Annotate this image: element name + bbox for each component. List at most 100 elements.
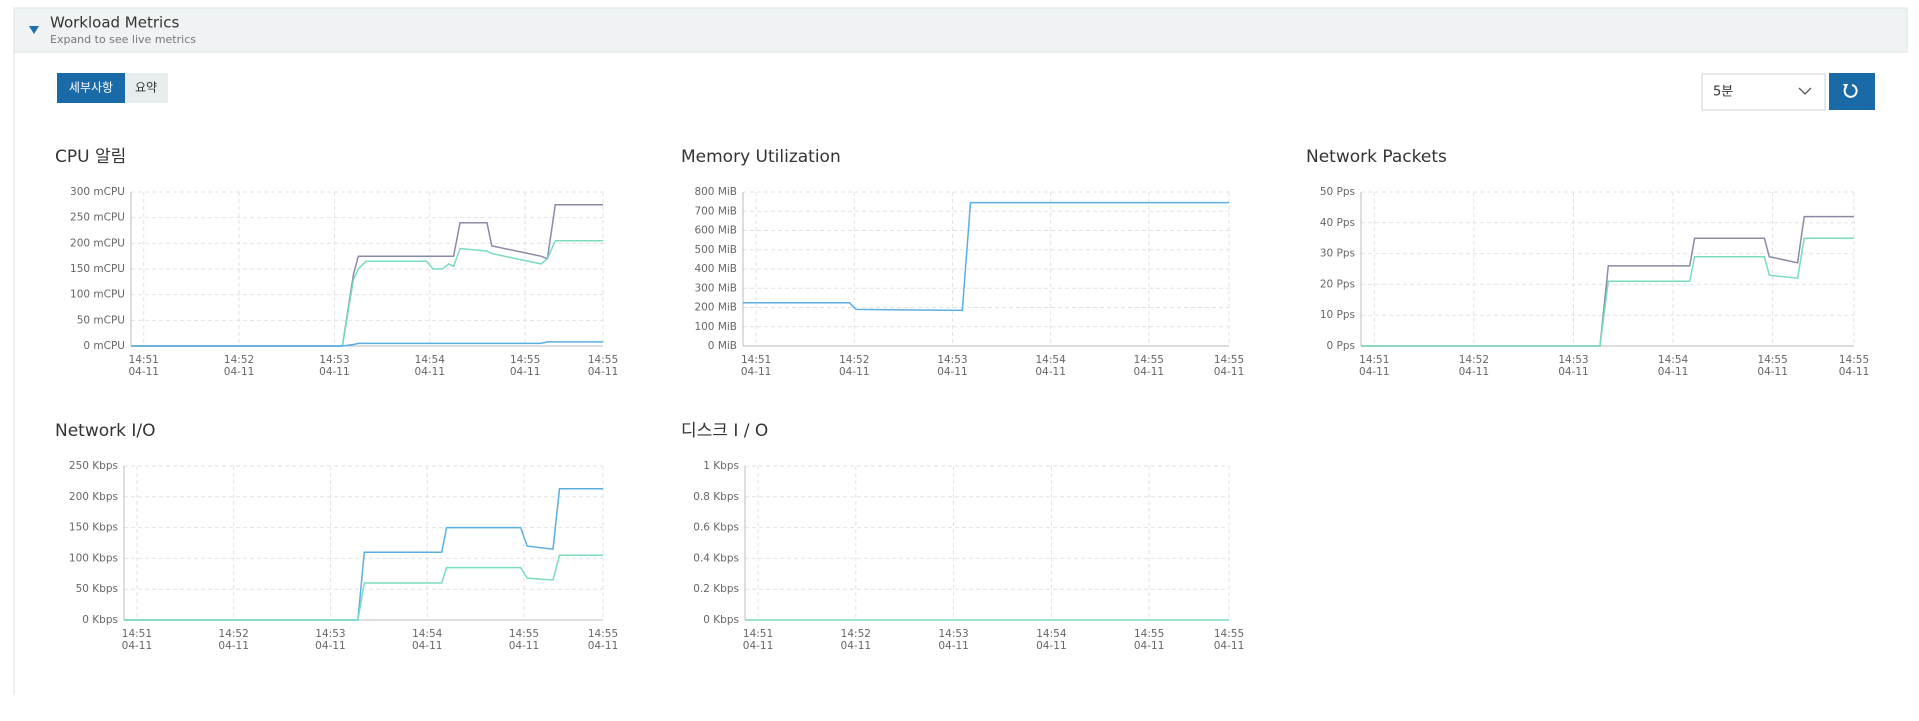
x-tick-date: 04-11: [1459, 366, 1490, 378]
x-tick-label: 14:55: [588, 628, 618, 640]
x-tick-date: 04-11: [741, 366, 772, 378]
x-tick-label: 14:53: [937, 354, 967, 366]
y-tick-label: 20 Pps: [1320, 278, 1355, 290]
tab-label[interactable]: 요약: [135, 80, 157, 95]
x-tick-date: 04-11: [412, 640, 443, 652]
x-tick-date: 04-11: [1757, 366, 1788, 378]
x-tick-label: 14:52: [219, 628, 249, 640]
x-tick-label: 14:54: [415, 354, 446, 366]
y-tick-label: 1 Kbps: [703, 460, 739, 472]
x-tick-label: 14:55: [1134, 628, 1164, 640]
x-tick-label: 14:55: [1758, 354, 1788, 366]
x-tick-date: 04-11: [1036, 640, 1067, 652]
y-tick-label: 250 Kbps: [69, 460, 118, 472]
x-tick-date: 04-11: [1134, 366, 1165, 378]
series-line: [124, 554, 603, 621]
y-tick-label: 0.6 Kbps: [693, 522, 739, 534]
x-tick-date: 04-11: [1035, 366, 1066, 378]
series-line: [743, 201, 1229, 312]
x-tick-label: 14:52: [224, 354, 254, 366]
y-tick-label: 0 Pps: [1327, 340, 1356, 352]
x-tick-date: 04-11: [937, 366, 968, 378]
x-tick-date: 04-11: [743, 640, 774, 652]
refresh-button[interactable]: [1829, 73, 1875, 110]
x-tick-label: 14:54: [1036, 354, 1067, 366]
x-tick-date: 04-11: [224, 366, 255, 378]
x-tick-date: 04-11: [509, 640, 540, 652]
y-tick-label: 200 MiB: [694, 302, 737, 314]
y-tick-label: 0.4 Kbps: [693, 552, 739, 564]
x-tick-label: 14:55: [1214, 628, 1244, 640]
y-tick-label: 700 MiB: [694, 205, 737, 217]
y-tick-label: 50 Pps: [1320, 186, 1355, 198]
x-tick-date: 04-11: [1558, 366, 1589, 378]
select-arrow: [1798, 87, 1812, 95]
x-tick-date: 04-11: [841, 640, 872, 652]
x-tick-label: 14:55: [509, 628, 539, 640]
x-tick-label: 14:55: [1214, 354, 1244, 366]
y-tick-label: 200 mCPU: [70, 237, 125, 249]
series-line: [1361, 215, 1854, 347]
y-tick-label: 50 Kbps: [76, 583, 118, 595]
chart-title: Network I/O: [55, 421, 156, 441]
series-line: [131, 341, 603, 347]
x-tick-date: 04-11: [839, 366, 870, 378]
y-tick-label: 600 MiB: [694, 225, 737, 237]
x-tick-date: 04-11: [315, 640, 346, 652]
y-tick-label: 400 MiB: [694, 263, 737, 275]
x-tick-date: 04-11: [122, 640, 153, 652]
tab-active[interactable]: [57, 73, 125, 103]
y-tick-label: 100 mCPU: [70, 289, 125, 301]
y-tick-label: 0 MiB: [708, 340, 737, 352]
x-tick-date: 04-11: [1658, 366, 1689, 378]
refresh-icon: [1843, 84, 1858, 98]
x-tick-date: 04-11: [1214, 366, 1245, 378]
x-tick-label: 14:52: [839, 354, 869, 366]
x-tick-label: 14:51: [1359, 354, 1389, 366]
tab-label[interactable]: 세부사항: [69, 81, 113, 95]
x-tick-date: 04-11: [588, 640, 619, 652]
x-tick-label: 14:54: [1036, 628, 1067, 640]
series-line: [124, 488, 603, 621]
y-tick-label: 500 MiB: [694, 244, 737, 256]
x-tick-date: 04-11: [1134, 640, 1165, 652]
chart-title: 디스크 I / O: [681, 421, 768, 441]
x-tick-label: 14:52: [841, 628, 871, 640]
y-tick-label: 300 mCPU: [70, 186, 125, 198]
refresh-icon-head: [1843, 84, 1848, 89]
y-tick-label: 0 Kbps: [703, 614, 739, 626]
x-tick-label: 14:53: [1558, 354, 1588, 366]
range-label[interactable]: 5분: [1713, 85, 1733, 100]
y-tick-label: 100 Kbps: [69, 552, 118, 564]
y-tick-label: 250 mCPU: [70, 212, 125, 224]
x-tick-date: 04-11: [1839, 366, 1870, 378]
x-tick-label: 14:54: [412, 628, 443, 640]
y-tick-label: 0 Kbps: [82, 614, 118, 626]
x-tick-date: 04-11: [128, 366, 159, 378]
y-tick-label: 800 MiB: [694, 186, 737, 198]
y-tick-label: 10 Pps: [1320, 309, 1355, 321]
y-tick-label: 150 Kbps: [69, 522, 118, 534]
x-tick-label: 14:51: [129, 354, 159, 366]
x-tick-label: 14:54: [1658, 354, 1689, 366]
chart-title: CPU 알림: [55, 147, 126, 167]
y-tick-label: 50 mCPU: [77, 314, 125, 326]
y-tick-label: 200 Kbps: [69, 491, 118, 503]
range-select[interactable]: [1701, 73, 1826, 111]
panel-header[interactable]: [13, 7, 1908, 53]
x-tick-label: 14:55: [588, 354, 618, 366]
y-tick-label: 0.2 Kbps: [693, 583, 739, 595]
expand-caret[interactable]: [29, 26, 39, 34]
x-tick-label: 14:55: [510, 354, 540, 366]
tab[interactable]: [125, 73, 168, 103]
x-tick-label: 14:53: [319, 354, 349, 366]
x-tick-date: 04-11: [1359, 366, 1390, 378]
x-tick-label: 14:51: [743, 628, 773, 640]
series-line: [1361, 237, 1854, 347]
chart-title: Network Packets: [1306, 147, 1447, 167]
x-tick-label: 14:51: [741, 354, 771, 366]
series-line: [131, 204, 603, 347]
y-tick-label: 30 Pps: [1320, 248, 1355, 260]
